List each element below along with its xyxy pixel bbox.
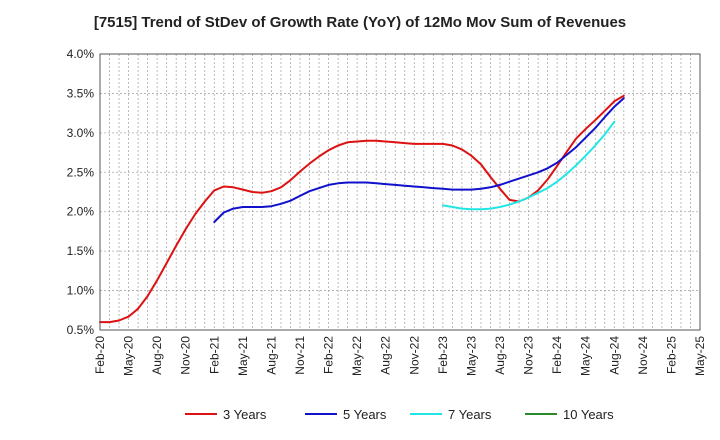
series-line-3-years (99, 94, 625, 324)
legend: 3 Years 5 Years 7 Years 10 Years (185, 407, 614, 422)
y-tick-label: 3.5% (67, 86, 95, 100)
x-tick-label: Aug-23 (493, 336, 507, 375)
x-tick-label: Aug-21 (264, 336, 278, 375)
y-tick-label: 0.5% (67, 323, 95, 337)
x-tick-label: May-20 (122, 336, 136, 376)
series-line-7-years (441, 120, 616, 211)
x-tick-label: Nov-20 (179, 336, 193, 375)
x-tick-label: Nov-21 (293, 336, 307, 375)
x-tick-label: Nov-23 (522, 336, 536, 375)
axes: Feb-20 May-20 Aug-20 Nov-20 Feb-21 May-21 Aug-… (67, 47, 707, 376)
legend-label-10-years: 10 Years (563, 407, 614, 422)
x-tick-label: Feb-21 (207, 336, 221, 374)
x-tick-label: Aug-22 (379, 336, 393, 375)
x-tick-label: Feb-22 (322, 336, 336, 374)
y-tick-label: 3.0% (67, 126, 95, 140)
x-tick-label: May-22 (350, 336, 364, 376)
y-tick-label: 2.5% (67, 165, 95, 179)
x-tick-label: May-21 (236, 336, 250, 376)
chart-title: [7515] Trend of StDev of Growth Rate (Yo… (93, 14, 627, 31)
legend-label-7-years: 7 Years (448, 407, 492, 422)
x-tick-label: Feb-23 (436, 336, 450, 374)
y-tick-label: 2.0% (67, 205, 95, 219)
x-tick-label: Feb-25 (664, 336, 678, 374)
x-tick-label: Nov-22 (407, 336, 421, 375)
x-tick-label: Feb-20 (93, 336, 107, 374)
series-lines (99, 94, 625, 324)
series-line-5-years (213, 97, 625, 223)
legend-label-3-years: 3 Years (223, 407, 267, 422)
x-tick-label: Nov-24 (636, 336, 650, 375)
x-tick-label: Aug-24 (607, 336, 621, 375)
x-tick-label: May-24 (579, 336, 593, 376)
legend-label-5-years: 5 Years (343, 407, 387, 422)
x-tick-label: May-23 (464, 336, 478, 376)
x-tick-label: Aug-20 (150, 336, 164, 375)
plot-frame (99, 53, 701, 331)
y-tick-label: 1.0% (67, 284, 95, 298)
x-tick-label: May-25 (693, 336, 707, 376)
x-tick-label: Feb-24 (550, 336, 564, 374)
grid (99, 53, 701, 331)
y-tick-label: 4.0% (67, 47, 95, 61)
y-tick-label: 1.5% (67, 244, 95, 258)
